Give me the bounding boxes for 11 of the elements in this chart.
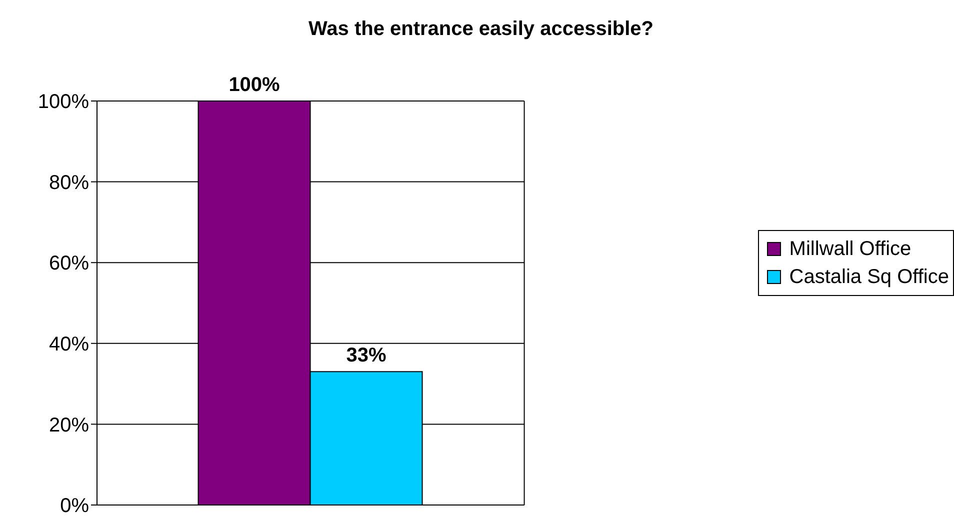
legend-label: Millwall Office: [788, 236, 912, 262]
chart-title: Was the entrance easily accessible?: [308, 18, 654, 41]
legend-label: Castalia Sq Office: [788, 264, 949, 290]
y-tick-label: 0%: [60, 495, 90, 517]
y-tick-label: 40%: [48, 334, 90, 356]
y-tick-label: 20%: [48, 414, 90, 436]
y-tick-label: 60%: [48, 252, 90, 275]
data-label: 33%: [346, 344, 386, 367]
y-tick-label: 100%: [38, 91, 90, 114]
y-tick-label: 80%: [48, 172, 90, 194]
data-label: 100%: [228, 74, 280, 96]
